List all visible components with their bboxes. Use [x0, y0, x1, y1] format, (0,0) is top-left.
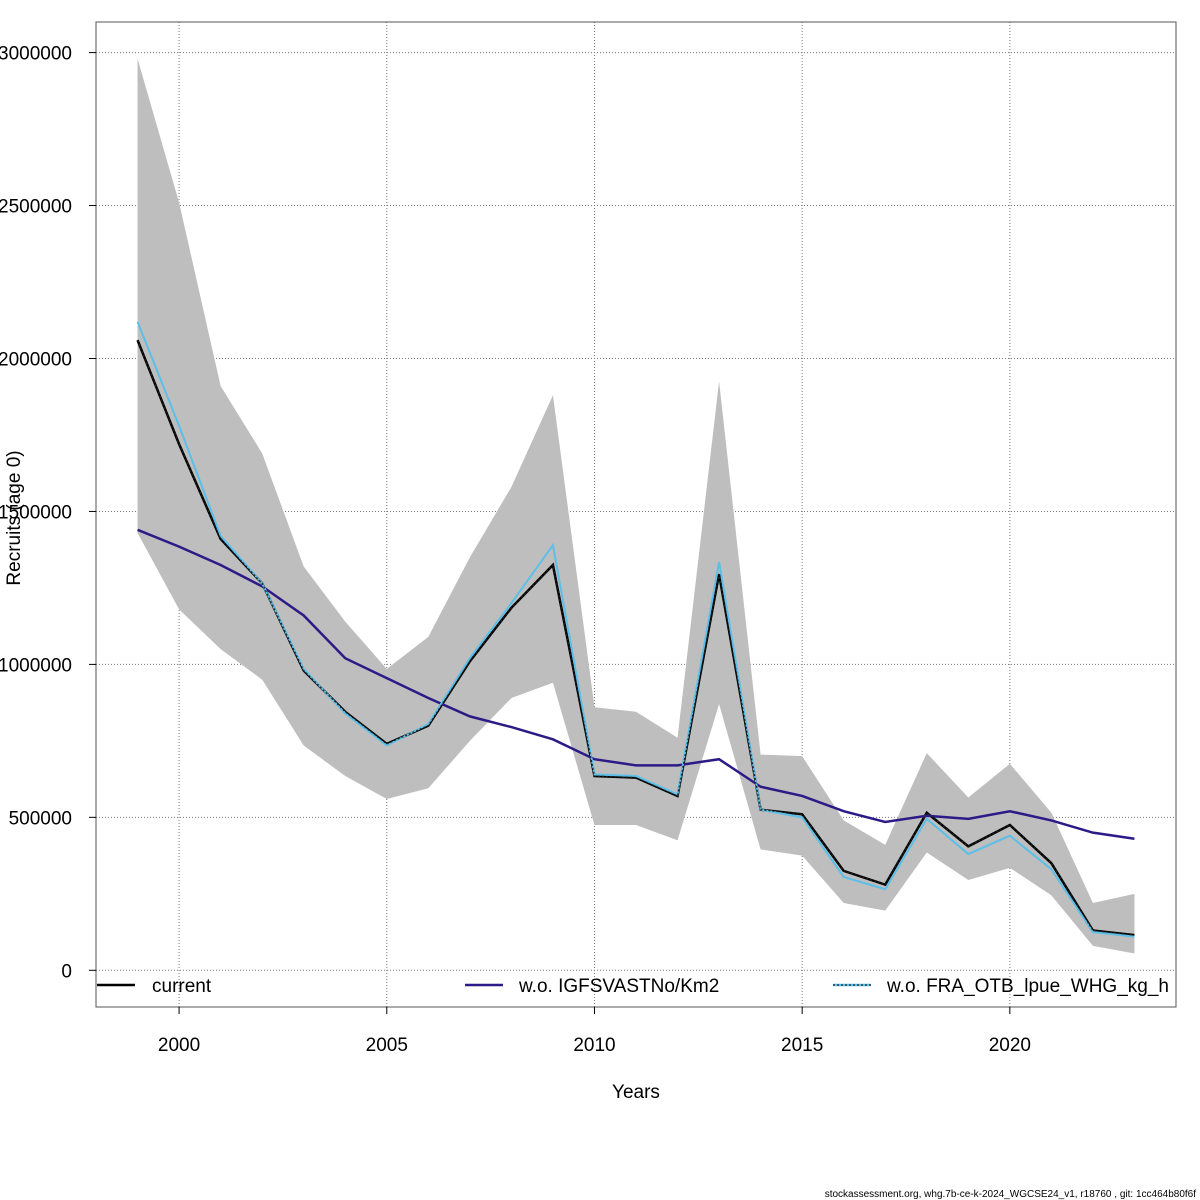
- y-tick-label: 1500000: [0, 502, 72, 523]
- y-axis-title: Recruits (age 0): [4, 450, 25, 585]
- y-axis-ticks: 0 500000 1000000 1500000 2000000 2500000 30000…: [0, 44, 96, 982]
- x-axis-ticks: 2000 2005 2010 2015 2020: [158, 1007, 1031, 1056]
- y-tick-label: 500000: [9, 808, 72, 829]
- y-tick-label: 1000000: [0, 655, 72, 676]
- x-axis-title: Years: [612, 1082, 660, 1103]
- x-tick-label: 2010: [573, 1035, 615, 1056]
- x-tick-label: 2000: [158, 1035, 200, 1056]
- x-tick-label: 2015: [781, 1035, 823, 1056]
- legend-label-2: w.o. FRA_OTB_lpue_WHG_kg_h: [886, 976, 1169, 997]
- y-tick-label: 0: [61, 961, 72, 982]
- series-line-current-dots: [136, 339, 1135, 936]
- y-tick-label: 2500000: [0, 197, 72, 218]
- series-line-igfs: [137, 528, 1135, 840]
- legend-label-1: w.o. IGFSVASTNo/Km2: [518, 976, 719, 997]
- x-tick-label: 2005: [366, 1035, 408, 1056]
- series-line-fra: [136, 321, 1135, 938]
- grid-lines: [96, 22, 1176, 1007]
- legend: current w.o. IGFSVASTNo/Km2 w.o. FRA_OTB_l…: [97, 976, 1169, 997]
- y-tick-label: 3000000: [0, 44, 72, 65]
- footer-caption: stockassessment.org, whg.7b-ce-k-2024_WG…: [825, 1189, 1197, 1200]
- plot-frame: [95, 21, 1177, 1008]
- series-lines: [136, 321, 1135, 938]
- y-tick-label: 2000000: [0, 349, 72, 370]
- confidence-band: [137, 58, 1135, 954]
- x-tick-label: 2020: [989, 1035, 1031, 1056]
- legend-label-0: current: [152, 976, 212, 997]
